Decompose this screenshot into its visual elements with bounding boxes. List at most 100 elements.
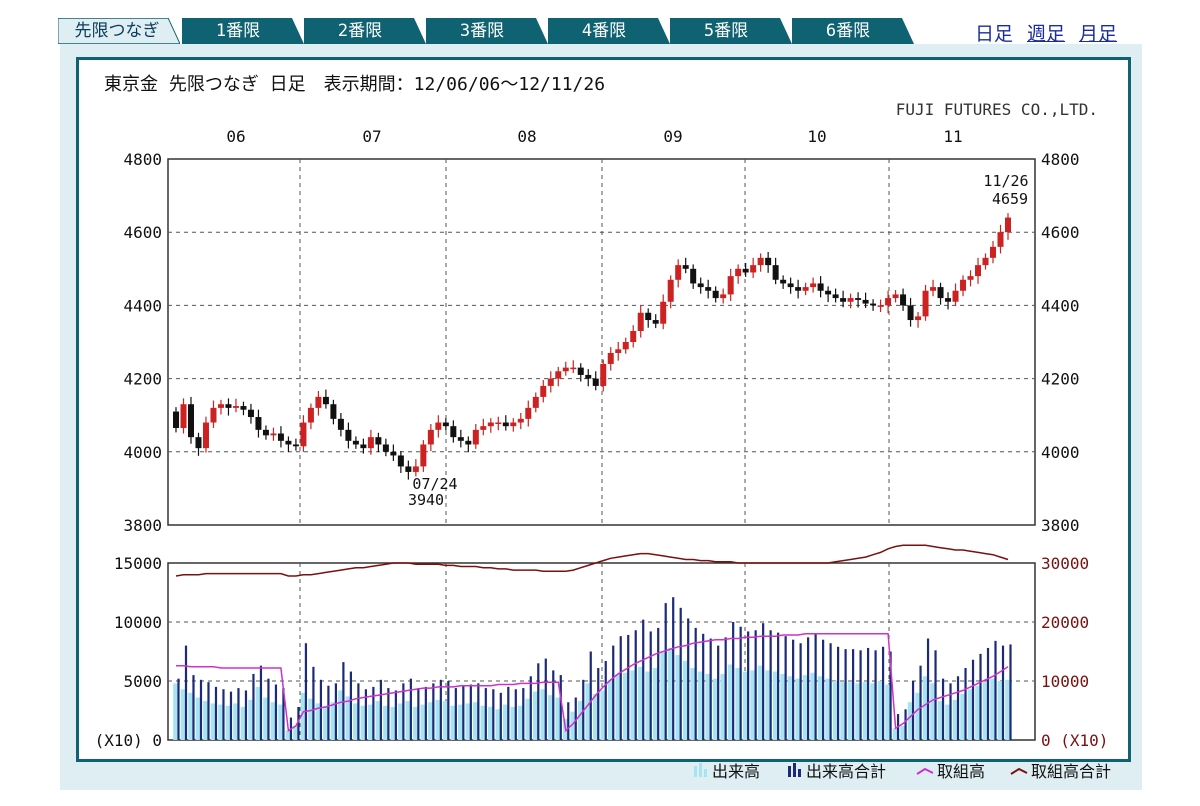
candle-body	[412, 466, 419, 472]
volume-total-bar	[926, 638, 930, 740]
period-links: 日足 週足 月足	[975, 19, 1117, 46]
annotation-high-date: 11/26	[983, 172, 1028, 190]
volume-bar	[607, 679, 614, 740]
volume-total-bar	[874, 650, 877, 740]
candle-body	[787, 283, 794, 288]
volume-bar	[870, 683, 876, 740]
volume-bar	[847, 682, 854, 740]
volume-total-bar	[567, 702, 570, 740]
volume-bar	[780, 673, 786, 740]
candle-body	[382, 444, 389, 452]
candle-body	[270, 433, 277, 436]
candle-body	[945, 298, 952, 302]
tab-label: 2番限	[337, 21, 383, 41]
candle-body	[247, 409, 254, 418]
volume-total-bar	[971, 659, 975, 740]
legend-volume-icon	[699, 763, 702, 777]
tab-background	[426, 18, 548, 44]
volume-total-bar	[484, 688, 487, 740]
candle-body	[967, 276, 974, 280]
volume-total-bar	[732, 622, 735, 740]
candle-body	[630, 331, 637, 342]
volume-total-bar	[469, 684, 472, 740]
tab-4[interactable]: 4番限	[548, 18, 670, 44]
volume-total-bar	[956, 676, 960, 740]
price-tick-right: 4800	[1041, 150, 1080, 169]
candle-body	[285, 440, 292, 445]
candle-body	[337, 418, 344, 430]
volume-bar	[802, 675, 809, 740]
volume-total-bar	[634, 630, 637, 740]
candle-body	[652, 320, 659, 324]
volume-total-bar	[672, 597, 675, 740]
candle-body	[292, 444, 299, 447]
candle-body	[262, 429, 269, 436]
volume-total-bar	[409, 678, 412, 740]
candle-body	[457, 437, 464, 441]
volume-bar	[915, 692, 921, 740]
volume-total-bar	[679, 607, 682, 740]
volume-total-bar	[709, 638, 712, 740]
price-tick-left: 4000	[123, 443, 162, 462]
tab-3[interactable]: 3番限	[426, 18, 548, 44]
volume-bar	[810, 672, 816, 740]
tab-6[interactable]: 6番限	[792, 18, 914, 44]
volume-total-bar	[799, 643, 802, 740]
volume-bar	[742, 671, 749, 740]
volume-bar	[817, 676, 824, 740]
volume-bar	[705, 673, 711, 740]
volume-bar	[855, 683, 861, 740]
volume-total-bar	[657, 627, 660, 740]
volume-total-bar	[387, 688, 390, 740]
candle-body	[315, 396, 322, 408]
volume-bar	[690, 668, 696, 740]
weekly-link[interactable]: 週足	[1027, 23, 1066, 45]
candle-body	[675, 265, 682, 280]
volume-total-bar	[372, 686, 375, 740]
candle-body	[217, 404, 224, 408]
candle-body	[802, 287, 809, 291]
volume-bar	[435, 699, 442, 740]
daily-link[interactable]: 日足	[975, 23, 1014, 45]
volume-bar	[473, 702, 479, 740]
volume-bar	[787, 676, 794, 740]
tab-1[interactable]: 1番限	[182, 18, 304, 44]
tab-5[interactable]: 5番限	[670, 18, 792, 44]
volume-bar	[712, 678, 719, 740]
candle-body	[832, 294, 839, 299]
volume-total-bar	[1001, 645, 1005, 740]
volume-total-bar	[949, 683, 952, 740]
monthly-link[interactable]: 月足	[1079, 23, 1118, 45]
price-tick-right: 4200	[1041, 370, 1080, 389]
volume-total-bar	[462, 685, 465, 740]
tab-continuous[interactable]: 先限つなぎ	[58, 18, 182, 44]
candle-body	[397, 455, 404, 467]
candle-body	[607, 352, 614, 364]
candle-body	[322, 396, 329, 405]
candle-body	[667, 279, 674, 302]
legend-open-interest-label: 取組高	[937, 762, 985, 781]
volume-bar	[667, 647, 674, 740]
volume-bar	[960, 693, 966, 740]
volume-total-bar	[237, 688, 240, 740]
volume-total-bar	[994, 640, 997, 740]
volume-total-bar	[866, 647, 870, 740]
volume-total-bar	[904, 709, 907, 740]
volume-total-bar	[769, 630, 772, 740]
volume-total-bar	[394, 690, 397, 740]
price-plot-area	[167, 158, 1036, 526]
tab-2[interactable]: 2番限	[304, 18, 426, 44]
candle-body	[847, 298, 854, 302]
price-tick-left: 4600	[123, 223, 162, 242]
candle-body	[562, 367, 569, 372]
volume-bar	[270, 702, 277, 740]
volume-total-bar	[349, 671, 352, 740]
volume-bar	[383, 705, 389, 740]
volume-bar	[338, 690, 344, 740]
candle-body	[427, 429, 434, 445]
volume-total-bar	[514, 689, 517, 740]
volume-total-bar	[507, 686, 510, 740]
volume-total-bar	[439, 679, 442, 740]
volume-bar	[990, 678, 996, 740]
legend-volume-icon	[704, 769, 707, 777]
